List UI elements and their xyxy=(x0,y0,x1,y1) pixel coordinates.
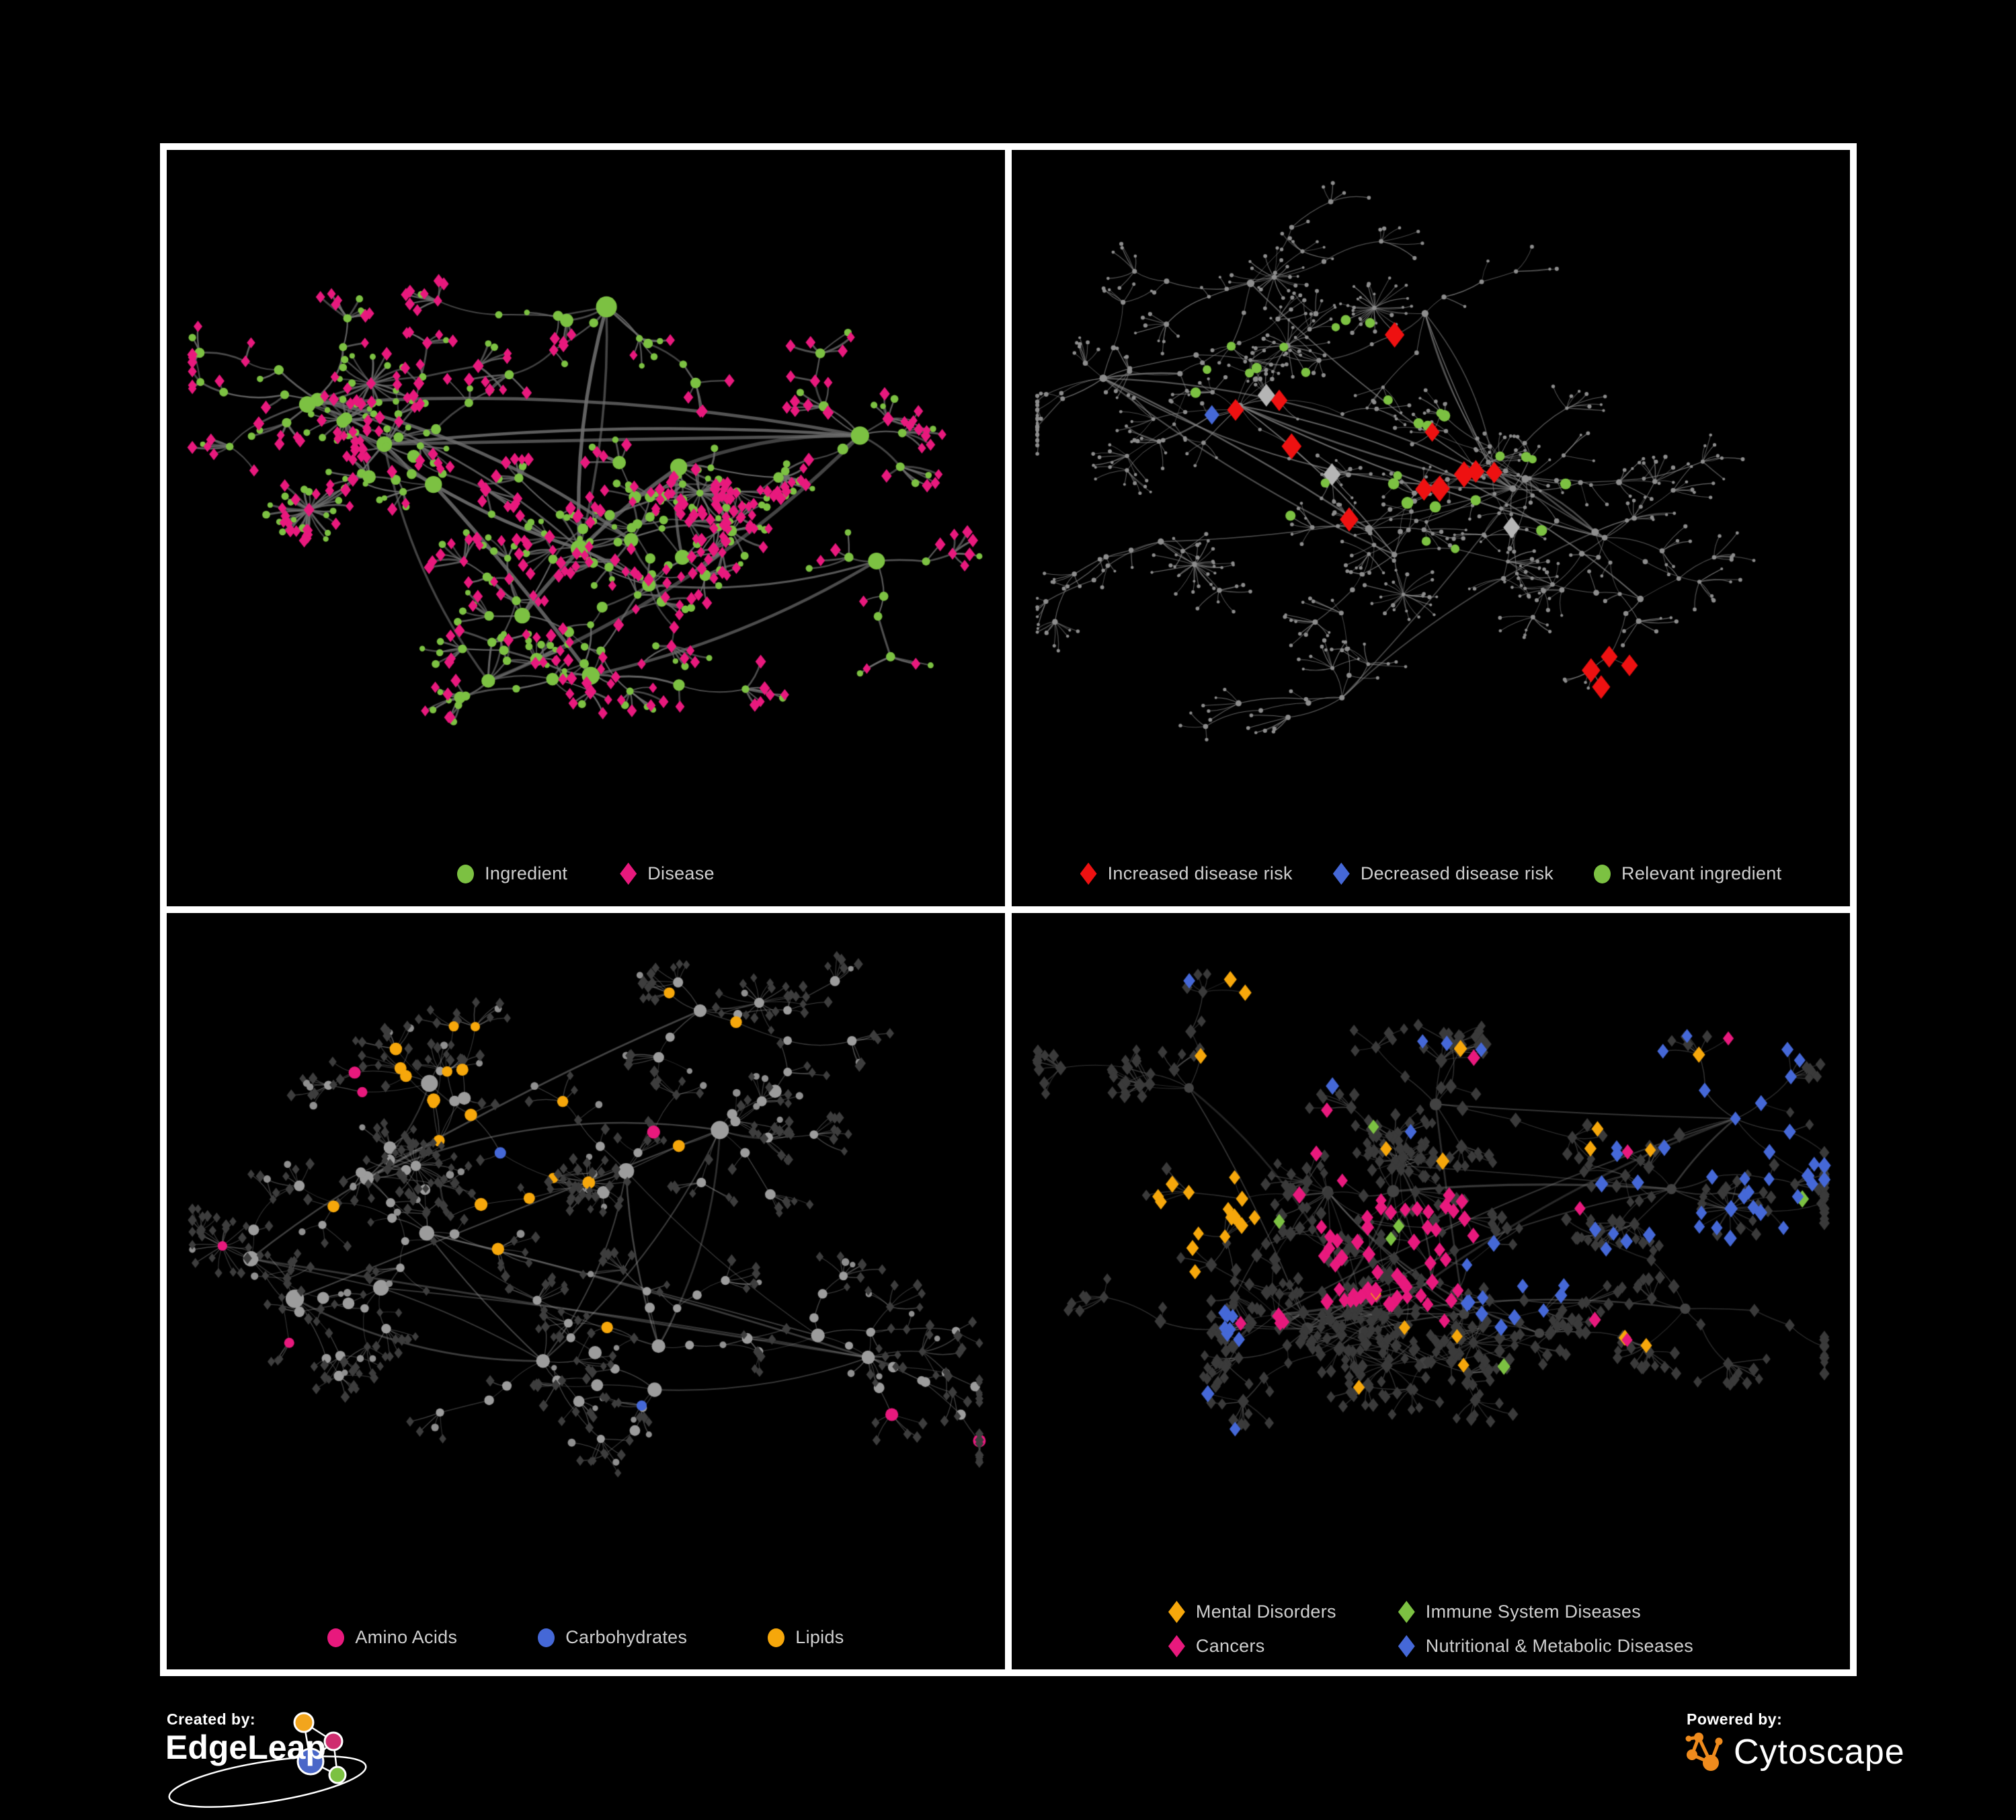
cytoscape-logo: Powered by: Cytoscape xyxy=(1684,1706,1926,1814)
legend-item: Carbohydrates xyxy=(538,1627,687,1648)
immune-diseases-marker-icon xyxy=(1398,1601,1415,1623)
figure-frame: Ingredient Disease Increased disease ris… xyxy=(160,143,1857,1676)
edgeleap-network-icon xyxy=(168,1712,367,1808)
legend-label: Mental Disorders xyxy=(1195,1601,1336,1622)
legend-label: Lipids xyxy=(795,1627,844,1647)
panel-disease-risk-network: Increased disease risk Decreased disease… xyxy=(1012,150,1850,906)
cancers-marker-icon xyxy=(1168,1635,1185,1657)
legend-label: Ingredient xyxy=(485,863,568,883)
legend-label: Nutritional & Metabolic Diseases xyxy=(1425,1636,1694,1656)
legend-label: Carbohydrates xyxy=(565,1627,688,1647)
ingredient-marker-icon xyxy=(457,864,475,883)
panel-disease-category-network: Mental Disorders Immune System Diseases … xyxy=(1012,913,1850,1669)
legend-macronutrients: Amino Acids Carbohydrates Lipids xyxy=(167,1627,1005,1648)
edgeleap-wordmark: EdgeLeap xyxy=(165,1729,326,1766)
mental-disorders-marker-icon xyxy=(1168,1601,1185,1623)
legend-item: Increased disease risk xyxy=(1080,863,1293,885)
nutritional-metabolic-marker-icon xyxy=(1398,1635,1415,1657)
cytoscape-wordmark: Cytoscape xyxy=(1734,1733,1905,1772)
network-canvas-disease-risk xyxy=(1012,150,1850,906)
legend-disease-risk: Increased disease risk Decreased disease… xyxy=(1012,863,1850,885)
legend-label: Amino Acids xyxy=(355,1627,458,1647)
legend-ingredient-disease: Ingredient Disease xyxy=(167,863,1005,885)
legend-item: Decreased disease risk xyxy=(1332,863,1554,885)
powered-by-label: Powered by: xyxy=(1687,1710,1783,1728)
legend-item: Disease xyxy=(620,863,715,885)
legend-item: Cancers xyxy=(1168,1635,1336,1657)
legend-item: Immune System Diseases xyxy=(1398,1601,1693,1623)
disease-marker-icon xyxy=(620,863,637,885)
legend-label: Relevant ingredient xyxy=(1621,863,1782,883)
lipids-marker-icon xyxy=(768,1628,785,1647)
network-canvas-ingredient-disease xyxy=(167,150,1005,906)
legend-label: Increased disease risk xyxy=(1107,863,1293,883)
decreased-risk-marker-icon xyxy=(1332,863,1350,885)
created-by-label: Created by: xyxy=(167,1710,256,1728)
legend-label: Immune System Diseases xyxy=(1425,1601,1641,1622)
edgeleap-logo: Created by: EdgeLeap xyxy=(160,1706,389,1814)
amino-acids-marker-icon xyxy=(327,1628,345,1647)
legend-item: Amino Acids xyxy=(327,1627,457,1648)
carbohydrates-marker-icon xyxy=(538,1628,555,1647)
legend-item: Ingredient xyxy=(457,863,567,884)
network-canvas-macronutrients xyxy=(167,913,1005,1669)
legend-item: Relevant ingredient xyxy=(1594,863,1781,884)
legend-item: Nutritional & Metabolic Diseases xyxy=(1398,1635,1693,1657)
cytoscape-network-icon xyxy=(1685,1733,1723,1771)
legend-item: Mental Disorders xyxy=(1168,1601,1336,1623)
legend-label: Disease xyxy=(647,863,715,883)
legend-label: Cancers xyxy=(1195,1636,1265,1656)
network-canvas-disease-categories xyxy=(1012,913,1850,1669)
legend-item: Lipids xyxy=(768,1627,844,1648)
relevant-ingredient-marker-icon xyxy=(1594,864,1611,883)
panel-macronutrient-network: Amino Acids Carbohydrates Lipids xyxy=(167,913,1005,1669)
panel-ingredient-disease-network: Ingredient Disease xyxy=(167,150,1005,906)
legend-disease-categories: Mental Disorders Immune System Diseases … xyxy=(1012,1601,1850,1657)
legend-label: Decreased disease risk xyxy=(1360,863,1554,883)
increased-risk-marker-icon xyxy=(1080,863,1097,885)
